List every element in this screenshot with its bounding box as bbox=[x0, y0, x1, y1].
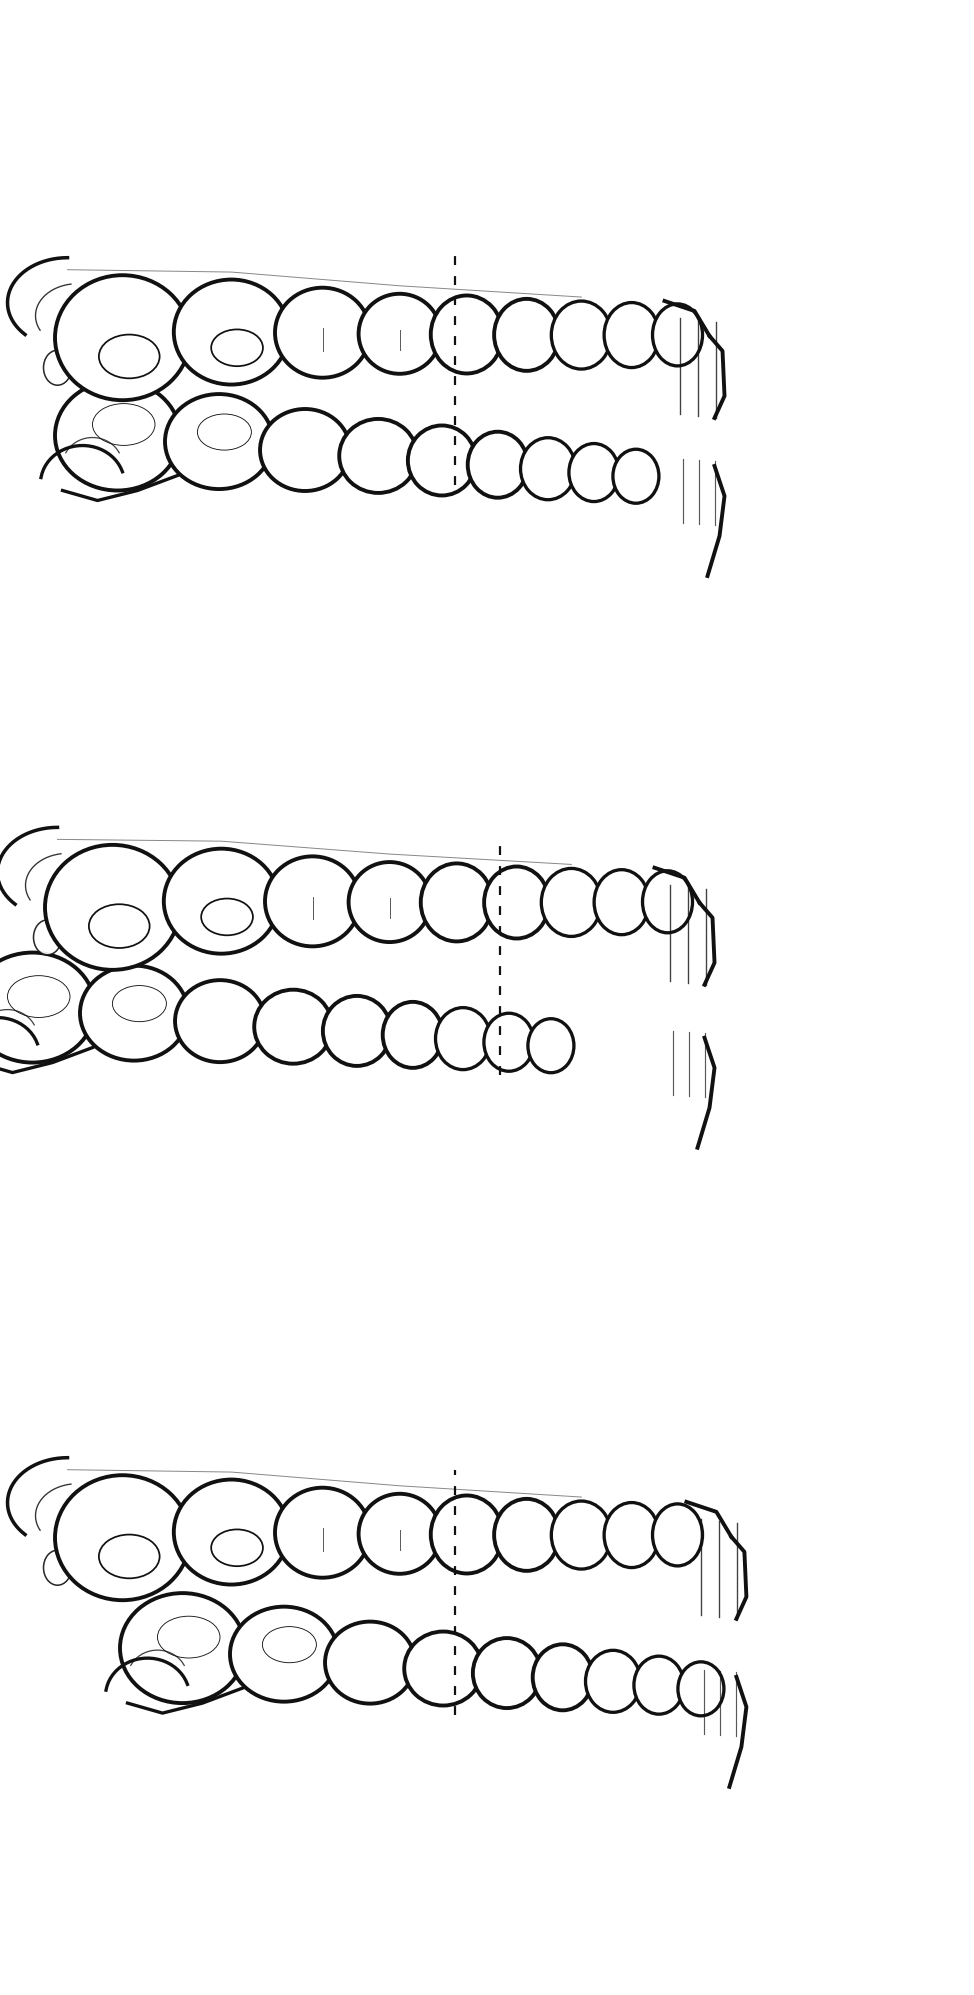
Ellipse shape bbox=[339, 419, 417, 493]
Ellipse shape bbox=[494, 1498, 559, 1570]
Ellipse shape bbox=[120, 1594, 245, 1704]
Ellipse shape bbox=[520, 437, 576, 499]
Ellipse shape bbox=[102, 1544, 132, 1576]
Ellipse shape bbox=[421, 864, 493, 942]
Ellipse shape bbox=[44, 351, 71, 385]
Ellipse shape bbox=[484, 866, 549, 938]
Ellipse shape bbox=[604, 303, 659, 367]
Ellipse shape bbox=[173, 1480, 289, 1584]
Ellipse shape bbox=[349, 862, 431, 942]
Ellipse shape bbox=[404, 1632, 482, 1706]
Ellipse shape bbox=[71, 1546, 103, 1584]
Ellipse shape bbox=[484, 1013, 534, 1071]
Ellipse shape bbox=[175, 980, 265, 1061]
Ellipse shape bbox=[358, 293, 440, 373]
Ellipse shape bbox=[102, 343, 132, 375]
Ellipse shape bbox=[678, 1662, 724, 1716]
Ellipse shape bbox=[533, 1644, 593, 1710]
Ellipse shape bbox=[55, 381, 180, 491]
Ellipse shape bbox=[594, 870, 649, 936]
Ellipse shape bbox=[55, 1474, 190, 1600]
Ellipse shape bbox=[0, 952, 95, 1063]
Ellipse shape bbox=[260, 409, 350, 491]
Ellipse shape bbox=[265, 856, 360, 946]
Ellipse shape bbox=[45, 844, 180, 970]
Ellipse shape bbox=[551, 1500, 612, 1568]
Ellipse shape bbox=[604, 1502, 659, 1568]
Ellipse shape bbox=[643, 870, 693, 934]
Ellipse shape bbox=[585, 1650, 641, 1712]
Ellipse shape bbox=[275, 1488, 370, 1578]
Ellipse shape bbox=[653, 303, 702, 365]
Ellipse shape bbox=[383, 1001, 443, 1067]
Ellipse shape bbox=[653, 1504, 702, 1566]
Ellipse shape bbox=[468, 431, 528, 497]
Ellipse shape bbox=[528, 1019, 574, 1073]
Ellipse shape bbox=[33, 920, 61, 956]
Ellipse shape bbox=[634, 1656, 684, 1714]
Ellipse shape bbox=[473, 1638, 541, 1708]
Ellipse shape bbox=[165, 395, 273, 489]
Ellipse shape bbox=[55, 275, 190, 401]
Ellipse shape bbox=[551, 301, 612, 369]
Ellipse shape bbox=[71, 347, 103, 385]
Ellipse shape bbox=[275, 287, 370, 377]
Ellipse shape bbox=[173, 279, 289, 385]
Ellipse shape bbox=[322, 996, 391, 1065]
Ellipse shape bbox=[358, 1494, 440, 1574]
Ellipse shape bbox=[164, 848, 279, 954]
Ellipse shape bbox=[569, 443, 618, 501]
Ellipse shape bbox=[325, 1622, 415, 1704]
Ellipse shape bbox=[44, 1550, 71, 1586]
Ellipse shape bbox=[542, 868, 601, 936]
Ellipse shape bbox=[431, 295, 503, 373]
Ellipse shape bbox=[61, 916, 94, 954]
Ellipse shape bbox=[254, 990, 332, 1063]
Ellipse shape bbox=[230, 1606, 338, 1702]
Ellipse shape bbox=[408, 425, 476, 495]
Ellipse shape bbox=[80, 966, 188, 1061]
Ellipse shape bbox=[613, 449, 659, 503]
Ellipse shape bbox=[494, 299, 559, 371]
Ellipse shape bbox=[435, 1007, 491, 1069]
Ellipse shape bbox=[93, 914, 123, 946]
Ellipse shape bbox=[431, 1496, 503, 1574]
